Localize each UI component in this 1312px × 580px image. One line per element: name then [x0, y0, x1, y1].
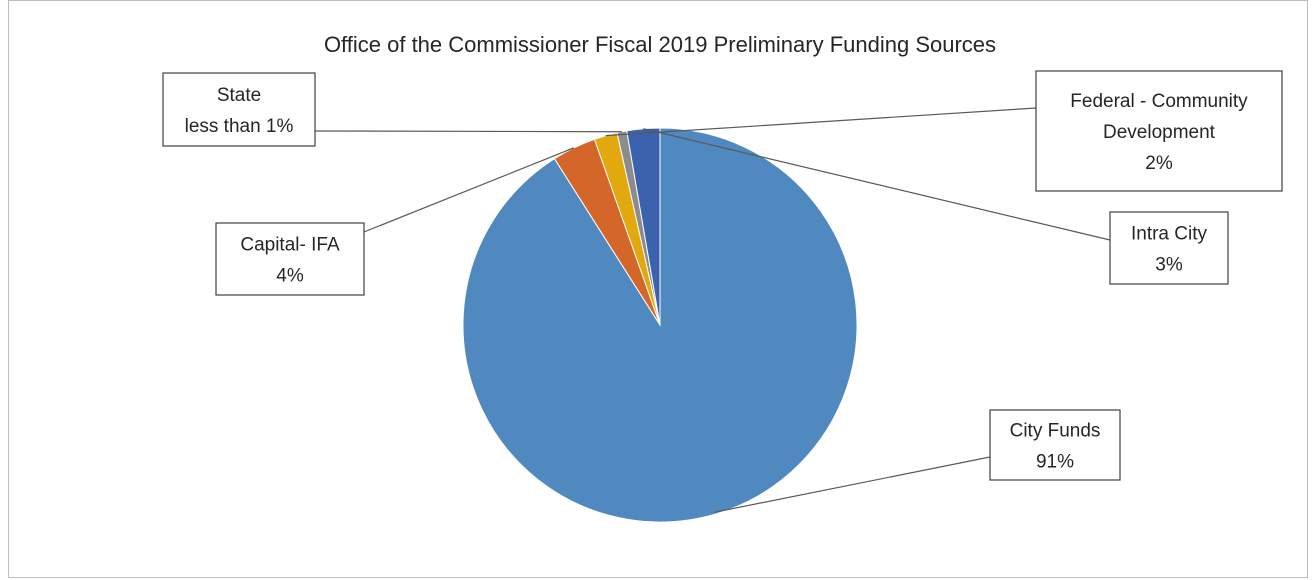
data-label-box — [1109, 211, 1229, 285]
data-label-text: State — [217, 85, 261, 106]
data-label-box — [215, 222, 365, 296]
leader-line — [605, 107, 1037, 137]
data-label: State less than 1% — [162, 72, 316, 147]
data-label-text: City Funds — [1010, 421, 1101, 442]
data-label-text: 3% — [1155, 255, 1183, 276]
data-label: Capital- IFA 4% — [215, 222, 365, 296]
leader-line — [363, 147, 575, 233]
chart-title: Office of the Commissioner Fiscal 2019 P… — [324, 32, 996, 57]
data-label-box — [989, 409, 1121, 481]
leader-line — [314, 130, 622, 133]
data-label-text: Development — [1103, 122, 1216, 143]
data-label-text: less than 1% — [185, 116, 294, 137]
leader-line — [643, 128, 1111, 241]
data-label-text: Intra City — [1131, 224, 1208, 245]
data-label: Intra City 3% — [1109, 211, 1229, 285]
data-label: City Funds 91% — [989, 409, 1121, 481]
leader-lines — [314, 107, 1111, 513]
data-label-box — [162, 72, 316, 147]
data-label: Federal - Community Development 2% — [1035, 70, 1283, 192]
data-label-text: Federal - Community — [1070, 91, 1248, 112]
data-label-text: Capital- IFA — [240, 235, 340, 256]
data-label-box — [1035, 70, 1283, 192]
data-label-text: 91% — [1036, 452, 1074, 473]
leader-line — [714, 456, 991, 513]
data-label-text: 4% — [276, 266, 304, 287]
pie-slices — [462, 127, 858, 523]
data-labels: City Funds 91% Capital- IFA 4% Federal - Com… — [162, 70, 1283, 481]
data-label-text: 2% — [1145, 153, 1173, 174]
